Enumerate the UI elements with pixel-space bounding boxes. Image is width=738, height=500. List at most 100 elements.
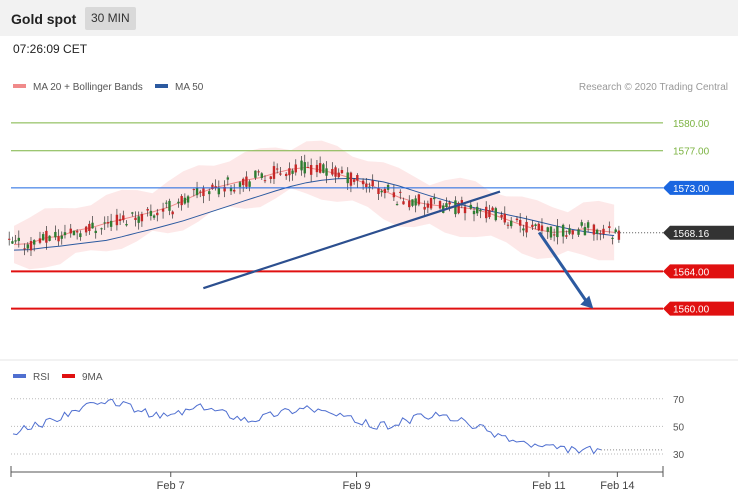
candle-body: [146, 208, 149, 211]
candle-body: [238, 182, 242, 187]
candle-body: [414, 198, 417, 206]
trendline: [202, 190, 501, 290]
candle-body: [14, 240, 17, 242]
candle-body: [226, 177, 230, 180]
candle-body: [356, 175, 359, 181]
candle-body: [556, 226, 559, 238]
candle-body: [580, 222, 583, 226]
candle-body: [168, 200, 171, 211]
candle-body: [233, 189, 236, 192]
candle-body: [79, 233, 82, 238]
level-1568-16-label: 1568.16: [673, 229, 710, 240]
candle-body: [208, 191, 211, 195]
candle-body: [8, 238, 11, 240]
candle-body: [365, 183, 368, 188]
candle-body: [614, 229, 617, 233]
level-1573-00-label: 1573.00: [673, 184, 710, 195]
ma9-legend-label: 9MA: [82, 372, 103, 383]
candle-body: [448, 202, 451, 205]
candle-body: [229, 187, 233, 192]
candle-body: [84, 226, 88, 233]
candle-body: [438, 201, 442, 209]
candle-body: [592, 224, 596, 235]
candle-body: [426, 203, 430, 208]
rsi-legend-swatch: [13, 374, 26, 378]
level-1573-00-tag: [663, 180, 734, 195]
x-tick-label: Feb 11: [532, 480, 565, 492]
candle-body: [284, 173, 288, 176]
candle-body: [103, 222, 106, 224]
candle-body: [183, 197, 187, 204]
candle-body: [506, 224, 510, 226]
candle-body: [106, 222, 110, 224]
bollinger-bands: [13, 140, 615, 270]
candle-body: [17, 237, 20, 241]
candle-body: [140, 213, 144, 222]
candle-body: [288, 168, 291, 176]
candle-body: [395, 204, 399, 206]
candle-body: [522, 228, 525, 231]
ma50-legend-swatch: [155, 84, 168, 88]
candle-body: [275, 168, 279, 170]
candle-body: [195, 187, 199, 196]
candle-body: [352, 179, 356, 182]
candle-body: [423, 206, 426, 210]
candle-body: [617, 230, 621, 240]
candle-body: [26, 244, 29, 249]
forecast-arrow-head: [580, 295, 594, 309]
candle-body: [392, 192, 396, 198]
timestamp: 07:26:09 CET: [13, 42, 88, 56]
candle-body: [245, 176, 248, 187]
candle-body: [340, 170, 344, 174]
price-levels: 1580.00 1577.00 1573.00 1568.16 1564.00 1560.…: [11, 119, 734, 316]
candle-body: [29, 241, 33, 251]
candle-body: [472, 210, 476, 215]
rsi-panel: 70 50 30: [11, 395, 685, 461]
rsi-tick-70: 70: [673, 395, 685, 406]
chart-frame: [0, 359, 738, 473]
candle-body: [433, 197, 436, 200]
candle-body: [23, 248, 26, 250]
candle-body: [549, 226, 553, 238]
candle-body: [334, 167, 337, 177]
candle-body: [361, 180, 365, 185]
ma50-line: [13, 177, 615, 251]
candle-body: [349, 172, 353, 186]
candle-body: [476, 206, 479, 214]
candle-body: [125, 223, 128, 226]
candle-body: [337, 172, 340, 178]
candle-body: [322, 164, 325, 173]
candle-body: [586, 222, 590, 228]
level-1564-00-label: 1564.00: [673, 267, 710, 278]
candle-body: [552, 234, 556, 236]
candle-body: [368, 186, 371, 188]
candle-body: [257, 171, 260, 173]
timeframe-badge[interactable]: 30 MIN: [85, 7, 136, 30]
candle-body: [180, 196, 183, 206]
candle-body: [45, 230, 48, 243]
candle-body: [152, 215, 156, 218]
bollinger-band-area: [14, 140, 615, 270]
candle-body: [91, 222, 94, 229]
candle-body: [94, 230, 97, 234]
forecast-arrow-shaft: [537, 231, 589, 304]
candle-body: [48, 235, 51, 241]
ma20-legend-label: MA 20 + Bollinger Bands: [33, 82, 143, 93]
candle-body: [515, 218, 519, 221]
candle-body: [608, 226, 611, 228]
candle-body: [38, 238, 42, 243]
level-1568-16-tag: [663, 225, 734, 240]
candle-body: [303, 162, 306, 174]
candle-body: [595, 229, 599, 234]
candle-body: [577, 229, 580, 235]
candle-body: [115, 214, 119, 226]
candle-body: [118, 219, 122, 221]
x-tick-label: Feb 14: [600, 480, 634, 492]
candle-body: [149, 210, 153, 216]
level-1564-00-tag: [663, 264, 734, 279]
ma20-legend-swatch: [13, 84, 26, 88]
candle-body: [248, 181, 251, 187]
candle-body: [525, 221, 528, 233]
candle-body: [294, 164, 297, 173]
candle-body: [156, 212, 159, 216]
